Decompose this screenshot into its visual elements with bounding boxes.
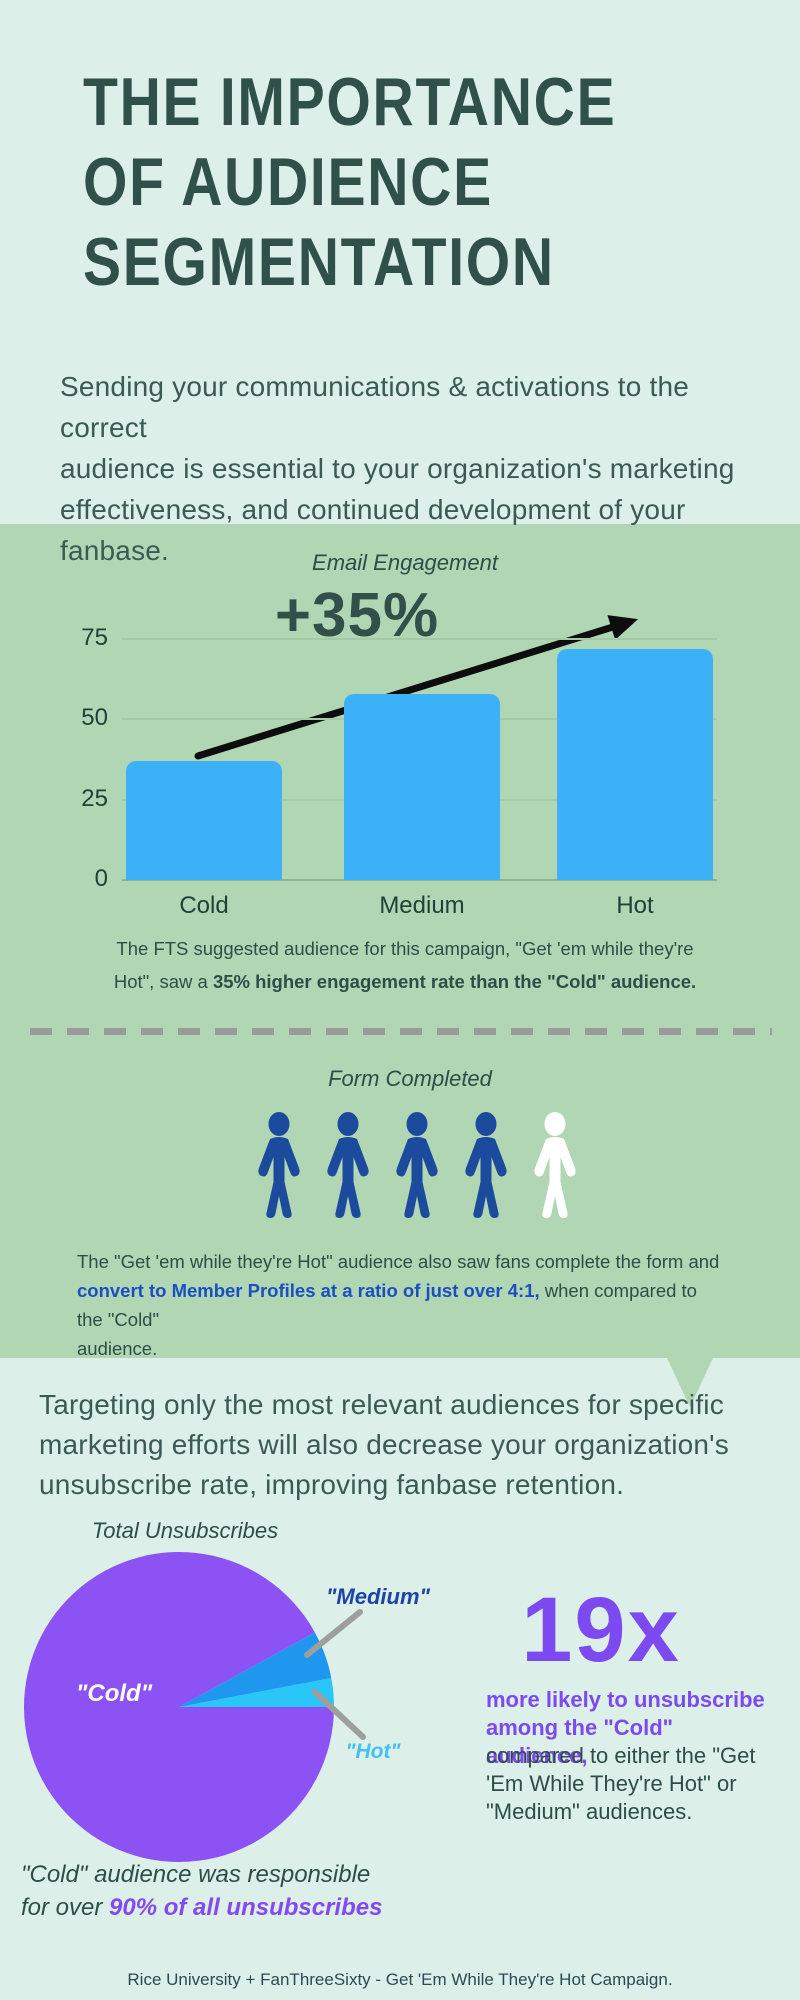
intro-paragraph: Sending your communications & activation… (60, 371, 735, 566)
bar-medium (344, 694, 500, 880)
person-empty-icon (534, 1112, 576, 1218)
y-tick-label: 0 (94, 865, 108, 892)
speech-bubble-notch (667, 1358, 713, 1407)
stat-19x: 19x (521, 1579, 681, 1681)
pie-note-text: "Cold" audience was responsible for over (21, 1861, 371, 1921)
bar-chart-title: Email Engagement (312, 550, 498, 575)
x-category-label: Cold (179, 892, 229, 919)
bar-hot (557, 649, 713, 880)
pie-label-cold: "Cold" (76, 1680, 153, 1707)
form-section-caption: The "Get 'em while they're Hot" audience… (77, 1247, 727, 1363)
person-filled-icon (258, 1112, 300, 1218)
bar-chart-caption: The FTS suggested audience for this camp… (105, 932, 705, 998)
pie-chart (24, 1552, 334, 1862)
pie-slice-medium (179, 1632, 332, 1707)
pie-slice-cold (24, 1552, 334, 1862)
pie-note-bold: 90% of all unsubscribes (109, 1894, 383, 1921)
dashed-divider (30, 1028, 772, 1035)
x-category-label: Hot (616, 892, 654, 919)
x-category-label: Medium (379, 892, 465, 919)
person-filled-icon (396, 1112, 438, 1218)
pie-label-hot: "Hot" (345, 1740, 401, 1763)
y-tick-label: 50 (81, 704, 108, 732)
person-filled-icon (327, 1112, 369, 1218)
form-caption-text: The "Get 'em while they're Hot" audience… (77, 1251, 720, 1272)
y-tick-label: 25 (81, 784, 108, 812)
page-title: THE IMPORTANCE OF AUDIENCE SEGMENTATION (83, 64, 617, 300)
people-icons-row (248, 1112, 586, 1219)
pie-label-medium: "Medium" (326, 1584, 430, 1609)
form-caption-post: when compared to the "Cold" audience. (77, 1280, 697, 1359)
retention-paragraph: Targeting only the most relevant audienc… (39, 1389, 729, 1500)
bar-caption-text: The FTS suggested audience for this camp… (113, 938, 694, 992)
pie-note: "Cold" audience was responsible for over… (21, 1858, 382, 1924)
footer-credit: Rice University + FanThreeSixty - Get 'E… (127, 1970, 673, 1989)
pie-callout-lines (304, 1609, 366, 1740)
pie-slice-hot (179, 1677, 334, 1707)
trend-arrow-icon (194, 615, 638, 760)
bar-caption-bold: 35% higher engagement rate than the "Col… (212, 971, 697, 992)
gridline (122, 879, 717, 881)
y-tick-label: 75 (81, 624, 108, 651)
person-filled-icon (465, 1112, 507, 1218)
form-caption-bold: convert to Member Profiles at a ratio of… (77, 1280, 540, 1301)
stat-bold-text: more likely to unsubscribe among the "Co… (486, 1687, 765, 1768)
gridline (122, 638, 717, 640)
stat-rest-text: compared to either the "Get 'Em While Th… (486, 1743, 756, 1824)
form-section-title: Form Completed (328, 1066, 492, 1091)
pie-chart-title: Total Unsubscribes (91, 1518, 279, 1543)
bar-cold (126, 761, 282, 880)
